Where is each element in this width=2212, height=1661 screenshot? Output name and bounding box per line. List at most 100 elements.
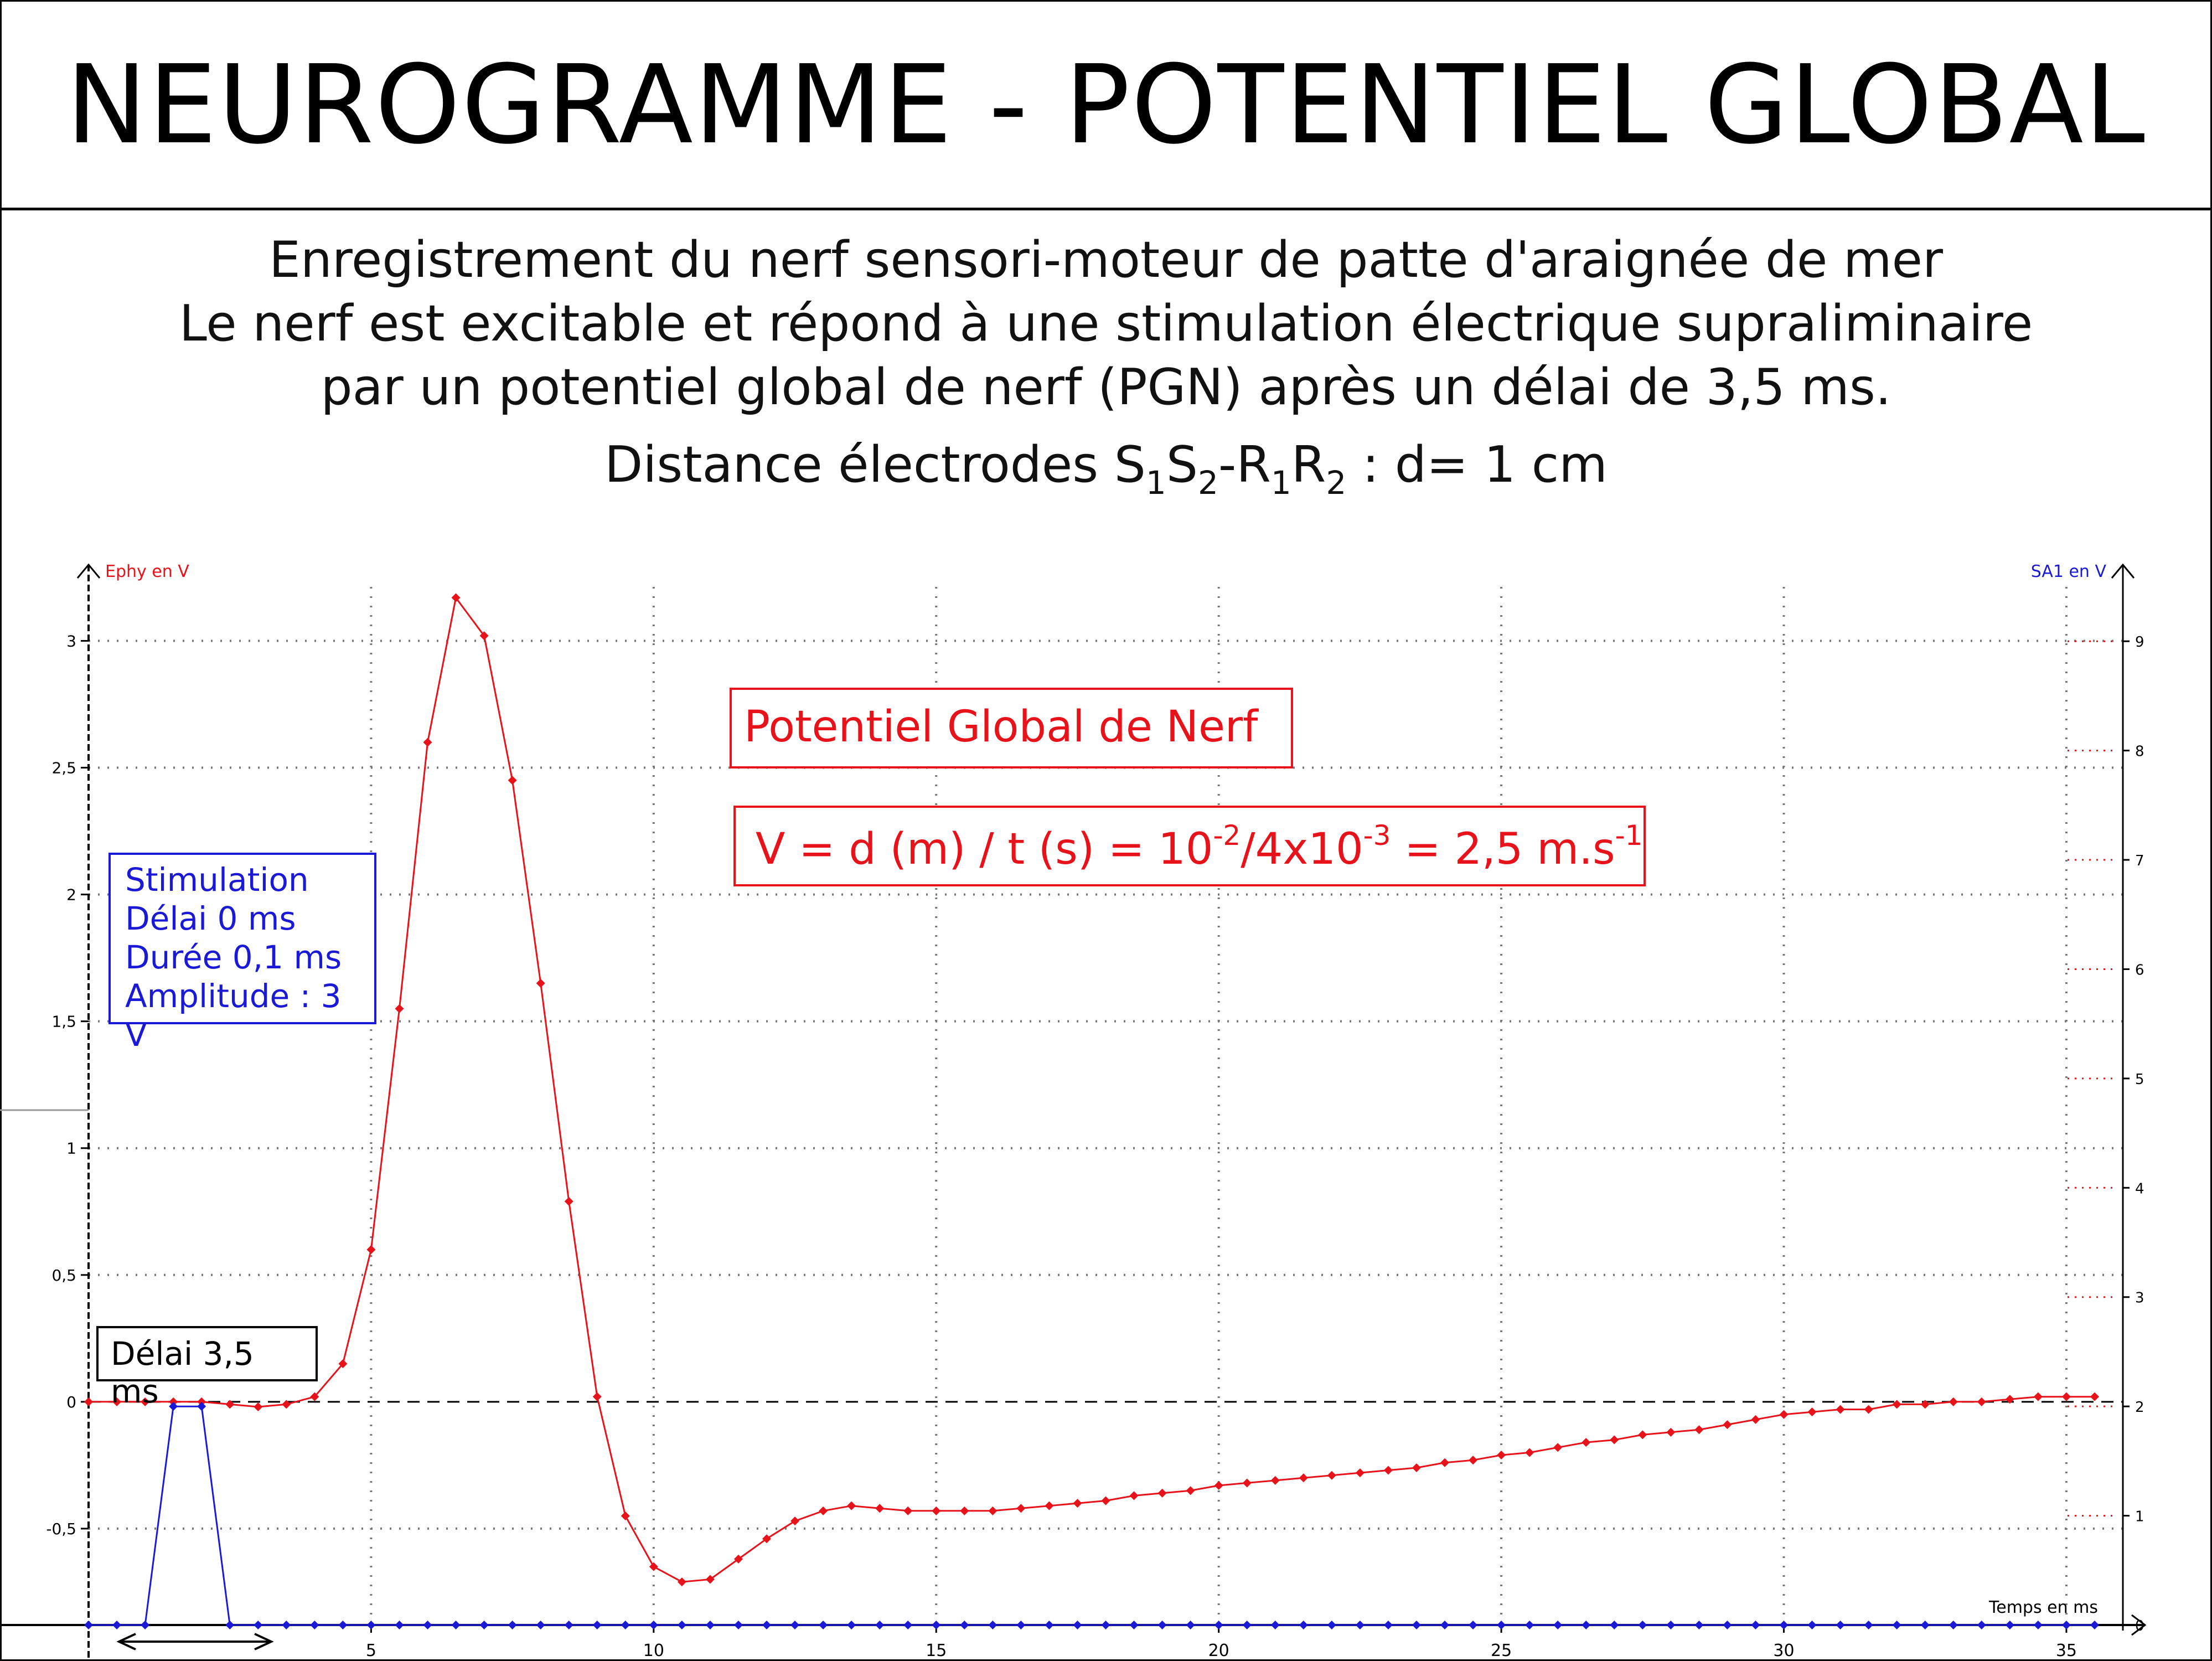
- distance-dash-r: -R: [1218, 436, 1271, 494]
- data-point-series-1: [84, 1621, 93, 1629]
- data-point-series-1: [847, 1621, 856, 1629]
- data-point-series-1: [395, 1621, 404, 1629]
- delay-arrow-left-head: [116, 1633, 136, 1650]
- data-point-series-0: [1214, 1481, 1223, 1490]
- data-point-series-0: [451, 593, 461, 602]
- series-layer: [84, 593, 2099, 1629]
- data-point-series-0: [1186, 1486, 1195, 1495]
- data-point-series-1: [677, 1621, 686, 1629]
- delay-label: Délai 3,5 ms: [111, 1335, 254, 1410]
- data-point-series-0: [1469, 1456, 1478, 1465]
- data-point-series-1: [875, 1621, 885, 1629]
- data-point-series-0: [1723, 1420, 1732, 1430]
- data-point-series-1: [1864, 1621, 1873, 1629]
- data-point-series-0: [338, 1359, 348, 1369]
- x-tick-label: 20: [1208, 1641, 1229, 1660]
- data-point-series-1: [338, 1621, 348, 1629]
- data-point-series-1: [988, 1621, 998, 1629]
- y-tick-label-right: 2: [2135, 1399, 2144, 1416]
- data-point-series-0: [960, 1506, 969, 1515]
- data-point-series-1: [960, 1621, 969, 1629]
- data-point-series-1: [1469, 1621, 1478, 1629]
- data-point-series-1: [1157, 1621, 1167, 1629]
- data-point-series-0: [225, 1400, 235, 1409]
- data-point-series-0: [1525, 1448, 1534, 1457]
- velocity-exp-1: -2: [1213, 819, 1241, 852]
- data-point-series-0: [141, 1397, 150, 1406]
- data-point-series-0: [479, 631, 489, 641]
- data-point-series-1: [479, 1621, 489, 1629]
- data-point-series-0: [705, 1575, 715, 1584]
- data-point-series-1: [1327, 1621, 1336, 1629]
- data-point-series-1: [366, 1621, 376, 1629]
- data-point-series-1: [1751, 1621, 1760, 1629]
- distance-r2-sub: 2: [1326, 464, 1347, 502]
- x-axis-label: Temps en ms: [1988, 1598, 2098, 1617]
- y-tick-label-right: 9: [2135, 634, 2144, 651]
- data-point-series-1: [903, 1621, 913, 1629]
- data-point-series-0: [1920, 1400, 1930, 1409]
- data-point-series-1: [1383, 1621, 1393, 1629]
- data-point-series-1: [733, 1621, 743, 1629]
- data-point-series-1: [423, 1621, 432, 1629]
- y-tick-label-left: 0: [66, 1393, 76, 1411]
- data-point-series-0: [2061, 1392, 2071, 1401]
- data-point-series-0: [1497, 1451, 1506, 1460]
- data-point-series-0: [1270, 1476, 1280, 1485]
- velocity-part-b: /4x10: [1241, 824, 1363, 874]
- data-point-series-0: [366, 1245, 376, 1254]
- data-point-series-1: [282, 1621, 291, 1629]
- data-point-series-0: [310, 1392, 319, 1401]
- distance-r: R: [1291, 436, 1326, 494]
- data-point-series-0: [1327, 1471, 1336, 1480]
- data-point-series-0: [592, 1392, 602, 1401]
- data-point-series-1: [1977, 1621, 1986, 1629]
- data-point-series-1: [2005, 1621, 2014, 1629]
- data-point-series-1: [564, 1621, 573, 1629]
- y-tick-label-left: 2: [66, 886, 76, 904]
- data-point-series-1: [141, 1621, 150, 1629]
- data-point-series-0: [1355, 1468, 1365, 1478]
- series-line-1: [89, 1405, 2095, 1626]
- data-point-series-0: [1949, 1397, 1958, 1406]
- data-point-series-0: [1836, 1405, 1845, 1414]
- y-tick-label-left: 1,5: [51, 1013, 76, 1031]
- data-point-series-0: [1977, 1397, 1986, 1406]
- data-point-series-0: [677, 1577, 686, 1587]
- x-axis-arrow: [2131, 1614, 2147, 1636]
- data-point-series-0: [847, 1501, 856, 1510]
- data-point-series-1: [1412, 1621, 1421, 1629]
- data-point-series-0: [1807, 1407, 1817, 1417]
- x-tick-label: 15: [926, 1641, 947, 1660]
- distance-prefix: Distance électrodes: [604, 436, 1114, 494]
- stimulation-box: Stimulation Délai 0 ms Durée 0,1 ms Ampl…: [108, 853, 376, 1054]
- data-point-series-0: [1779, 1410, 1789, 1419]
- data-point-series-0: [819, 1506, 828, 1515]
- data-point-series-1: [1016, 1621, 1026, 1629]
- description-line-1: Enregistrement du nerf sensori-moteur de…: [268, 231, 1944, 289]
- y-tick-label-right: 8: [2135, 744, 2144, 760]
- description-line-2: Le nerf est excitable et répond à une st…: [179, 295, 2033, 353]
- data-point-series-0: [1383, 1466, 1393, 1475]
- y-tick-label-right: 3: [2135, 1290, 2144, 1307]
- data-point-series-0: [649, 1562, 658, 1571]
- velocity-part-c: = 2,5 m.s: [1391, 824, 1615, 874]
- data-point-series-0: [536, 978, 545, 988]
- velocity-part-a: V = d (m) / t (s) = 10: [756, 824, 1213, 874]
- velocity-formula-box: V = d (m) / t (s) = 10-2/4x10-3 = 2,5 m.…: [733, 806, 1646, 886]
- data-point-series-0: [508, 776, 517, 785]
- description-line-3: par un potentiel global de nerf (PGN) ap…: [321, 358, 1891, 416]
- y-tick-label-right: 7: [2135, 853, 2144, 869]
- stimulation-duration: Durée 0,1 ms: [125, 938, 342, 976]
- distance-r1-sub: 1: [1270, 464, 1291, 502]
- data-point-series-1: [1355, 1621, 1365, 1629]
- page-title: NEUROGRAMME - POTENTIEL GLOBAL: [66, 42, 2146, 168]
- data-point-series-1: [1807, 1621, 1817, 1629]
- data-point-series-1: [592, 1621, 602, 1629]
- data-point-series-0: [1638, 1430, 1647, 1440]
- data-point-series-1: [1779, 1621, 1789, 1629]
- data-point-series-1: [1186, 1621, 1195, 1629]
- title-box: NEUROGRAMME - POTENTIEL GLOBAL: [0, 0, 2212, 210]
- data-point-series-1: [932, 1621, 941, 1629]
